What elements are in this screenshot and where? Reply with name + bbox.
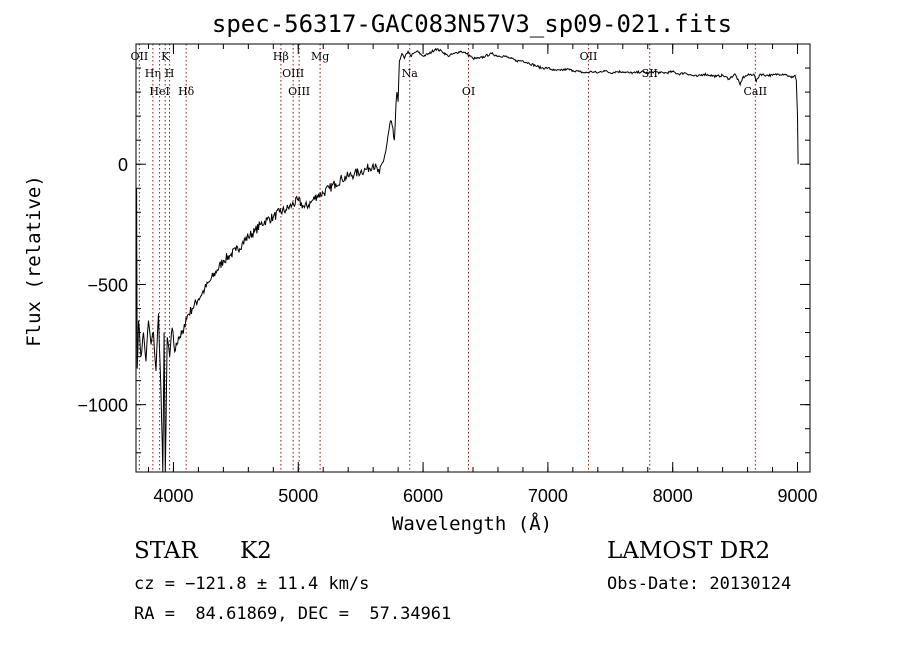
line-marker-label: OII (580, 50, 598, 63)
y-tick-label: 0 (118, 155, 128, 175)
line-marker-label: OI (462, 85, 475, 98)
survey-name: LAMOST DR2 (607, 538, 771, 564)
line-marker-label: SII (642, 67, 658, 80)
x-tick-label: 6000 (403, 486, 443, 506)
spectrum-series (136, 47, 799, 473)
line-marker-label: Na (402, 67, 419, 80)
axis-ticks (136, 43, 810, 472)
line-marker-label: OIII (288, 85, 310, 98)
line-marker-label: HeI (149, 85, 169, 98)
spectrum-chart: spec-56317-GAC083N57V3_sp09-021.fits OII… (23, 10, 818, 535)
line-marker-label: Hβ (273, 50, 289, 63)
y-tick-label: −1000 (77, 396, 128, 416)
y-axis-label: Flux (relative) (23, 175, 45, 347)
line-marker-label: Mg (311, 50, 329, 63)
x-tick-label: 9000 (777, 486, 817, 506)
chart-title: spec-56317-GAC083N57V3_sp09-021.fits (212, 10, 732, 38)
line-marker-label: H (165, 67, 175, 80)
x-axis-label: Wavelength (Å) (392, 512, 552, 535)
y-tick-label: −500 (87, 275, 128, 295)
redshift-velocity: cz = −121.8 ± 11.4 km/s (134, 574, 370, 594)
x-tick-label: 4000 (153, 486, 193, 506)
spectrum-line (136, 47, 799, 473)
axis-tick-labels: 4000 5000 6000 7000 8000 9000 −1000 −500 0 (77, 155, 817, 506)
line-marker-label: Hδ (178, 85, 195, 98)
x-tick-label: 7000 (528, 486, 568, 506)
line-marker-label: OII (131, 50, 149, 63)
line-marker-label: Hη (145, 67, 161, 80)
plot-frame (135, 43, 811, 473)
coordinates: RA = 84.61869, DEC = 57.34961 (134, 604, 452, 624)
object-subclass: K2 (240, 538, 272, 564)
x-tick-label: 5000 (278, 486, 318, 506)
line-marker-label: K (161, 50, 170, 63)
x-tick-label: 8000 (653, 486, 693, 506)
line-marker-label: OIII (282, 67, 304, 80)
line-marker-label: CaII (743, 85, 767, 98)
object-class: STAR (134, 538, 198, 564)
observation-date: Obs-Date: 20130124 (607, 574, 792, 594)
